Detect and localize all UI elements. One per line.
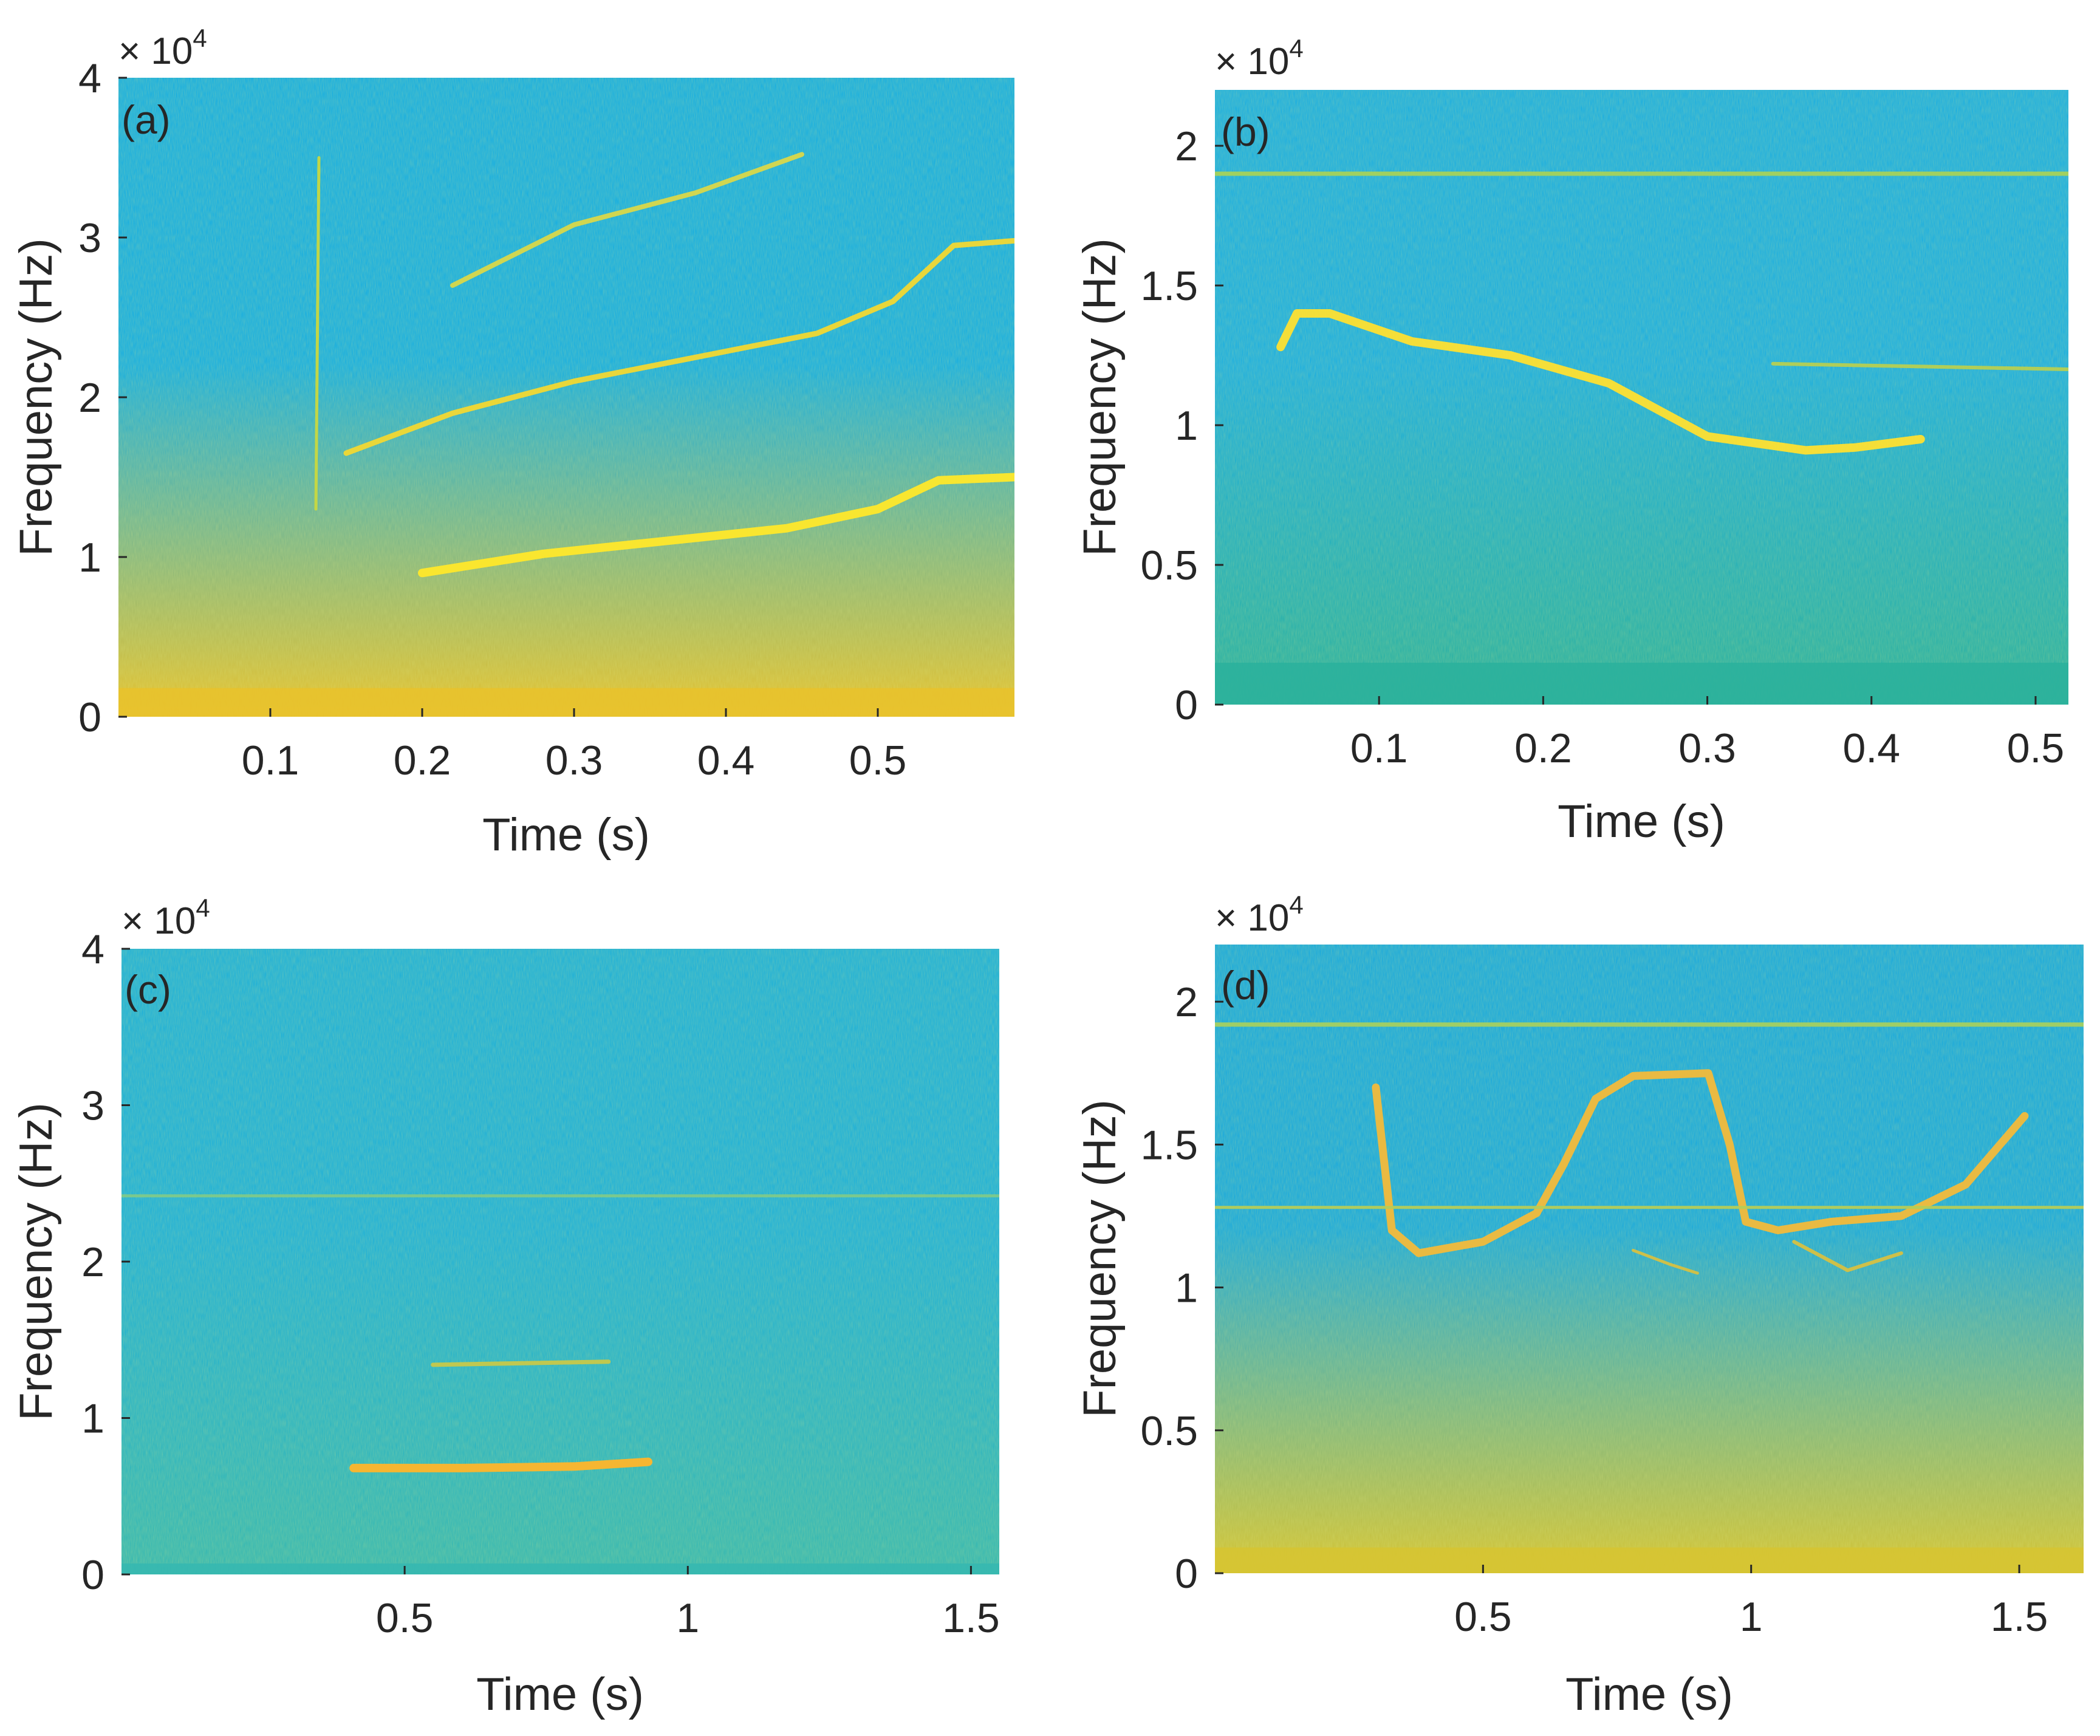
- ytick-label-b-0: 0: [1175, 682, 1198, 728]
- ytick-label-a-3: 3: [78, 215, 101, 261]
- trace-harmonic-3-a: [450, 152, 804, 288]
- trace-lower-echo-2-d: [1792, 1240, 1903, 1273]
- xtick-label-a-4: 0.5: [849, 737, 907, 784]
- xtick-label-a-1: 0.2: [394, 737, 451, 784]
- ytick-label-d-4: 2: [1175, 979, 1198, 1025]
- ylabel-c: Frequency (Hz): [10, 1102, 62, 1421]
- ytick-label-d-1: 0.5: [1140, 1408, 1198, 1454]
- xtick-label-d-2: 1.5: [1991, 1594, 2048, 1640]
- xtick-label-b-1: 0.2: [1514, 725, 1572, 771]
- ylabel-a: Frequency (Hz): [10, 238, 62, 556]
- ytick-label-a-1: 1: [78, 535, 101, 581]
- noise-overlay-d: [1215, 945, 2084, 1573]
- panel-a: × 104 Frequency (Hz) Time (s) 0.1 0.2 0.3 0…: [10, 24, 1014, 861]
- ytick-label-b-2: 1: [1175, 403, 1198, 449]
- traces-b: [1215, 171, 2068, 455]
- xtick-label-c-0: 0.5: [376, 1595, 434, 1641]
- trace-contour-d: [1372, 1069, 2029, 1257]
- xtick-label-a-2: 0.3: [546, 737, 603, 784]
- panel-d: × 104 Frequency (Hz) Time (s) 0.5 1 1.5 0 0.…: [1074, 890, 2084, 1720]
- trace-tone-c: [349, 1457, 652, 1472]
- xtick-label-d-0: 0.5: [1454, 1594, 1512, 1640]
- ytick-label-a-0: 0: [78, 694, 101, 740]
- xtick-label-a-0: 0.1: [242, 737, 299, 784]
- panel-c: × 104 Frequency (Hz) Time (s) 0.5 1 1.5 0 1 2…: [10, 894, 1000, 1720]
- xtick-label-d-1: 1: [1740, 1594, 1763, 1640]
- xtick-label-b-3: 0.4: [1843, 725, 1901, 771]
- trace-harmonic-2-a: [343, 238, 1014, 456]
- xlabel-c: Time (s): [476, 1669, 644, 1720]
- ytick-label-a-2: 2: [78, 375, 101, 421]
- xtick-label-c-2: 1.5: [942, 1595, 1000, 1641]
- ylabel-b: Frequency (Hz): [1074, 238, 1126, 556]
- traces-d: [1215, 1022, 2084, 1275]
- trace-whistle-b: [1276, 309, 1925, 455]
- traces-a: [314, 152, 1014, 578]
- ytick-label-c-1: 1: [81, 1396, 104, 1442]
- floor-band-d: [1215, 1547, 2084, 1573]
- ytick-label-b-4: 2: [1175, 123, 1198, 169]
- exponent-label-b: × 104: [1215, 34, 1304, 83]
- panel-b: × 104 Frequency (Hz) Time (s) 0.1 0.2 0.3 0…: [1074, 34, 2068, 847]
- ytick-label-c-2: 2: [81, 1239, 104, 1285]
- floor-band-b: [1215, 663, 2068, 705]
- trace-band-lower-b: [1771, 361, 2068, 371]
- xlabel-a: Time (s): [482, 809, 650, 861]
- noise-overlay-a: [118, 78, 1014, 717]
- ytick-label-c-0: 0: [81, 1552, 104, 1598]
- panel-label-b: (b): [1221, 109, 1270, 154]
- ytick-label-d-0: 0: [1175, 1551, 1198, 1597]
- ytick-label-d-2: 1: [1175, 1265, 1198, 1311]
- traces-c: [121, 1194, 999, 1472]
- exponent-label-d: × 104: [1215, 890, 1304, 939]
- ytick-label-c-3: 3: [81, 1083, 104, 1129]
- trace-lower-echo-d: [1632, 1248, 1699, 1275]
- ytick-label-d-3: 1.5: [1140, 1122, 1198, 1168]
- xlabel-b: Time (s): [1558, 796, 1725, 847]
- xtick-label-b-2: 0.3: [1678, 725, 1736, 771]
- panel-label-c: (c): [125, 967, 171, 1012]
- ytick-label-b-3: 1.5: [1140, 263, 1198, 309]
- ylabel-d: Frequency (Hz): [1074, 1099, 1126, 1418]
- noise-overlay-c: [121, 949, 999, 1574]
- floor-band-c: [121, 1563, 999, 1574]
- exponent-label-a: × 104: [118, 24, 207, 72]
- ytick-label-b-1: 0.5: [1140, 542, 1198, 589]
- trace-tone-harmonic-c: [431, 1359, 611, 1367]
- xtick-label-c-1: 1: [676, 1595, 699, 1641]
- exponent-label-c: × 104: [121, 894, 210, 942]
- xtick-label-b-4: 0.5: [2007, 725, 2065, 771]
- trace-fundamental-a: [418, 473, 1014, 578]
- trace-spike-a: [314, 156, 321, 511]
- panel-label-a: (a): [121, 97, 171, 142]
- floor-band-a: [118, 688, 1014, 717]
- xtick-label-b-0: 0.1: [1350, 725, 1408, 771]
- panel-label-d: (d): [1221, 963, 1270, 1008]
- xtick-label-a-3: 0.4: [697, 737, 755, 784]
- xlabel-d: Time (s): [1565, 1669, 1733, 1720]
- ytick-label-c-4: 4: [81, 926, 104, 972]
- ytick-label-a-4: 4: [78, 55, 101, 101]
